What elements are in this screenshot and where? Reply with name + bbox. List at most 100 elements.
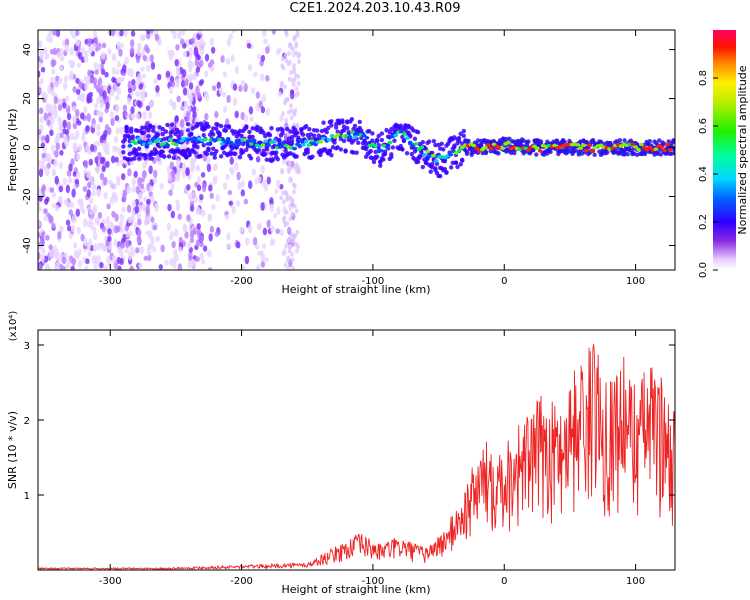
spectrogram-speck bbox=[232, 83, 238, 91]
spectrogram-core-point bbox=[217, 137, 222, 142]
spectrogram-band-point bbox=[592, 152, 597, 158]
bottom-y-scale-label: (x10⁴) bbox=[8, 311, 19, 342]
spectrogram-band-point bbox=[370, 131, 375, 136]
spectrogram-speck bbox=[195, 239, 201, 248]
spectrogram-speck bbox=[215, 193, 220, 203]
spectrogram-speck bbox=[69, 201, 74, 209]
spectrogram-speck bbox=[142, 110, 147, 120]
spectrogram-speck bbox=[239, 226, 244, 234]
spectrogram-speck bbox=[226, 94, 231, 104]
spectrogram-speck bbox=[247, 224, 253, 234]
spectrogram-band-point bbox=[226, 125, 232, 130]
spectrogram-band-point bbox=[466, 138, 471, 144]
spectrogram-speck bbox=[231, 206, 236, 215]
spectrogram-speck bbox=[265, 75, 270, 82]
spectrogram-speck bbox=[83, 105, 88, 113]
bottom-x-axis-label: Height of straight line (km) bbox=[281, 583, 430, 596]
spectrogram-speck bbox=[149, 185, 154, 192]
spectrogram-speck bbox=[262, 30, 267, 38]
spectrogram-band-point bbox=[140, 125, 145, 131]
spectrogram-speck bbox=[65, 184, 71, 194]
spectrogram-band-point bbox=[356, 140, 361, 145]
spectrogram-speck bbox=[48, 36, 54, 44]
spectrogram-speck bbox=[107, 48, 112, 55]
spectrogram-speck bbox=[196, 91, 202, 99]
spectrogram-speck bbox=[183, 100, 189, 110]
spectrogram-speck bbox=[66, 169, 72, 177]
spectrogram-speck bbox=[261, 179, 266, 188]
spectrogram-speck bbox=[40, 186, 46, 194]
spectrogram-band-point bbox=[428, 169, 433, 174]
spectrogram-speck bbox=[142, 54, 147, 62]
spectrogram-speck bbox=[85, 171, 91, 179]
spectrogram-speck bbox=[262, 227, 268, 236]
spectrogram-band-point bbox=[244, 147, 249, 152]
spectrogram-speck bbox=[85, 258, 90, 265]
spectrogram-speck bbox=[89, 220, 94, 230]
spectrogram-speck bbox=[125, 240, 130, 249]
spectrogram-speck bbox=[260, 201, 265, 211]
spectrogram-speck bbox=[83, 237, 88, 247]
spectrogram-speck bbox=[75, 171, 81, 180]
spectrogram-core-point bbox=[430, 153, 436, 158]
spectrogram-speck bbox=[51, 202, 57, 209]
spectrogram-band-point bbox=[534, 152, 539, 157]
spectrogram-band-point bbox=[256, 147, 262, 153]
spectrogram-speck bbox=[189, 200, 195, 207]
spectrogram-speck bbox=[45, 167, 50, 177]
spectrogram-band-point bbox=[283, 148, 288, 154]
spectrogram-speck bbox=[44, 198, 49, 205]
spectrogram-speck bbox=[141, 73, 147, 79]
spectrogram-speck bbox=[131, 185, 136, 193]
spectrogram-band-point bbox=[270, 157, 276, 162]
spectrogram-band-point bbox=[538, 139, 544, 144]
spectrogram-speck bbox=[136, 234, 142, 243]
spectrogram-speck bbox=[96, 123, 101, 132]
spectrogram-speck bbox=[110, 88, 115, 95]
spectrogram-band-point bbox=[434, 161, 440, 166]
spectrogram-speck bbox=[285, 196, 289, 202]
spectrogram-speck bbox=[167, 49, 172, 56]
spectrogram-band-point bbox=[162, 154, 167, 159]
spectrogram-band-point bbox=[248, 156, 254, 161]
spectrogram-speck bbox=[260, 260, 266, 268]
spectrogram-core-point bbox=[537, 149, 543, 153]
spectrogram-speck bbox=[43, 112, 48, 122]
colorbar-gradient bbox=[713, 30, 736, 270]
spectrogram-speck bbox=[175, 43, 180, 51]
spectrogram-speck bbox=[75, 130, 80, 139]
spectrogram-speck bbox=[177, 213, 182, 220]
spectrogram-speck bbox=[218, 86, 224, 95]
spectrogram-speck bbox=[234, 110, 239, 119]
spectrogram-speck bbox=[290, 198, 295, 204]
spectrogram-speck bbox=[52, 252, 58, 258]
spectrogram-band-point bbox=[280, 131, 285, 136]
spectrogram-speck bbox=[131, 199, 136, 209]
spectrogram-speck bbox=[111, 192, 116, 200]
spectrogram-speck bbox=[208, 233, 213, 242]
spectrogram-speck bbox=[95, 84, 101, 93]
spectrogram-speck bbox=[289, 45, 294, 51]
spectrogram-speck bbox=[77, 248, 82, 256]
spectrogram-core-point bbox=[393, 133, 399, 138]
spectrogram-core-point bbox=[633, 145, 638, 149]
spectrogram-speck bbox=[119, 213, 125, 223]
spectrogram-speck bbox=[50, 144, 56, 152]
spectrogram-speck bbox=[294, 50, 299, 56]
spectrogram-band-point bbox=[598, 139, 604, 145]
spectrogram-core-point bbox=[127, 143, 133, 148]
spectrogram-core-point bbox=[664, 142, 670, 147]
spectrogram-speck bbox=[59, 55, 65, 62]
spectrogram-speck bbox=[212, 163, 218, 172]
spectrogram-speck bbox=[196, 184, 202, 192]
spectrogram-speck bbox=[184, 78, 189, 87]
spectrogram-speck bbox=[201, 259, 206, 265]
spectrogram-speck bbox=[281, 56, 285, 62]
spectrogram-band-point bbox=[326, 125, 331, 131]
spectrogram-speck bbox=[176, 167, 181, 177]
spectrogram-speck bbox=[170, 210, 176, 219]
spectrogram-speck bbox=[189, 194, 194, 202]
spectrogram-speck bbox=[76, 94, 82, 101]
spectrogram-speck bbox=[131, 177, 136, 186]
spectrogram-speck bbox=[207, 213, 213, 220]
